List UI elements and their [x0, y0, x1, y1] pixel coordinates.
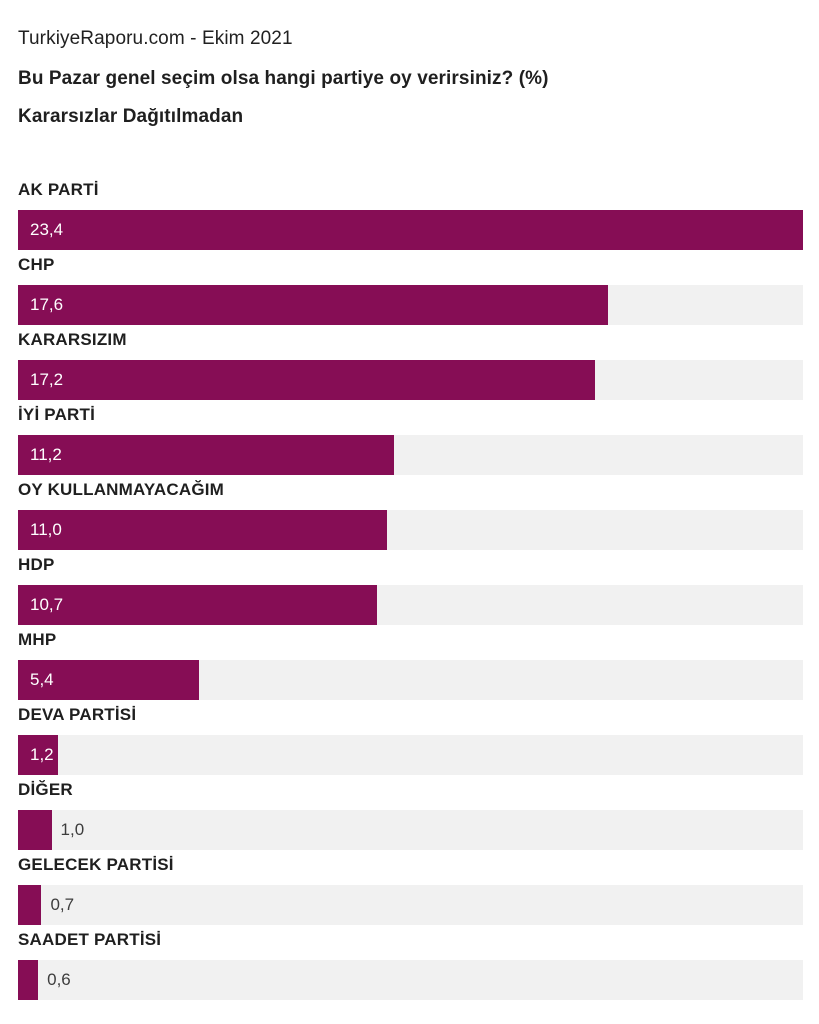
bar-row: DEVA PARTİSİ 1,2	[18, 705, 803, 775]
value-label: 1,2	[30, 745, 54, 764]
bar-track: 23,4	[18, 210, 803, 250]
party-label: KARARSIZIM	[18, 330, 127, 349]
bar-fill: 23,4	[18, 210, 803, 250]
bar-fill: 1,2	[18, 735, 59, 775]
bar-track: 0,6	[18, 960, 803, 1000]
bar-track: 0,7	[18, 885, 803, 925]
bar-track: 10,7	[18, 585, 803, 625]
value-label: 11,0	[30, 520, 62, 539]
bar-track: 1,2	[18, 735, 803, 775]
bar-track: 11,0	[18, 510, 803, 550]
chart-header: TurkiyeRaporu.com - Ekim 2021 Bu Pazar g…	[18, 26, 803, 130]
bar-track: 5,4	[18, 660, 803, 700]
bar-row: AK PARTİ 23,4	[18, 180, 803, 250]
value-label: 17,6	[30, 295, 64, 314]
party-label: İYİ PARTİ	[18, 405, 96, 424]
bar-track: 17,6	[18, 285, 803, 325]
value-label: 1,0	[60, 820, 85, 839]
bar-fill: 11,0	[18, 510, 388, 550]
poll-results-page: TurkiyeRaporu.com - Ekim 2021 Bu Pazar g…	[0, 26, 819, 1000]
value-label: 5,4	[30, 670, 54, 689]
bar-fill: 5,4	[18, 660, 200, 700]
party-label: SAADET PARTİSİ	[18, 930, 162, 949]
bar-row: OY KULLANMAYACAĞIM 11,0	[18, 480, 803, 550]
bar-fill	[18, 885, 42, 925]
bar-row: HDP 10,7	[18, 555, 803, 625]
bar-fill	[18, 960, 39, 1000]
bar-track: 1,0	[18, 810, 803, 850]
bar-track: 17,2	[18, 360, 803, 400]
party-label: DEVA PARTİSİ	[18, 705, 137, 724]
party-label: MHP	[18, 630, 57, 649]
party-label: CHP	[18, 255, 55, 274]
party-label: AK PARTİ	[18, 180, 99, 199]
bar-row: İYİ PARTİ 11,2	[18, 405, 803, 475]
bar-fill: 17,6	[18, 285, 609, 325]
value-label: 11,2	[30, 445, 62, 464]
party-label: OY KULLANMAYACAĞIM	[18, 480, 225, 499]
party-label: DİĞER	[18, 780, 73, 799]
bar-row: MHP 5,4	[18, 630, 803, 700]
bar-fill: 10,7	[18, 585, 377, 625]
source-date-line: TurkiyeRaporu.com - Ekim 2021	[18, 28, 293, 49]
bar-row: GELECEK PARTİSİ 0,7	[18, 855, 803, 925]
bar-row: DİĞER 1,0	[18, 780, 803, 850]
bar-row: SAADET PARTİSİ 0,6	[18, 930, 803, 1000]
horizontal-bar-chart: AK PARTİ 23,4 CHP 17,6 KARARSIZIM 17,2 İYİ PAR…	[18, 180, 803, 1000]
value-label: 0,6	[47, 970, 71, 989]
bar-fill: 11,2	[18, 435, 394, 475]
value-label: 10,7	[30, 595, 64, 614]
value-label: 23,4	[30, 220, 64, 239]
bar-fill: 17,2	[18, 360, 595, 400]
bar-fill	[18, 810, 52, 850]
bar-row: CHP 17,6	[18, 255, 803, 325]
party-label: GELECEK PARTİSİ	[18, 855, 174, 874]
bar-row: KARARSIZIM 17,2	[18, 330, 803, 400]
chart-subtitle: Kararsızlar Dağıtılmadan	[18, 106, 244, 127]
bar-track: 11,2	[18, 435, 803, 475]
value-label: 0,7	[50, 895, 75, 914]
value-label: 17,2	[30, 370, 64, 389]
party-label: HDP	[18, 555, 55, 574]
question-title: Bu Pazar genel seçim olsa hangi partiye …	[18, 68, 549, 89]
